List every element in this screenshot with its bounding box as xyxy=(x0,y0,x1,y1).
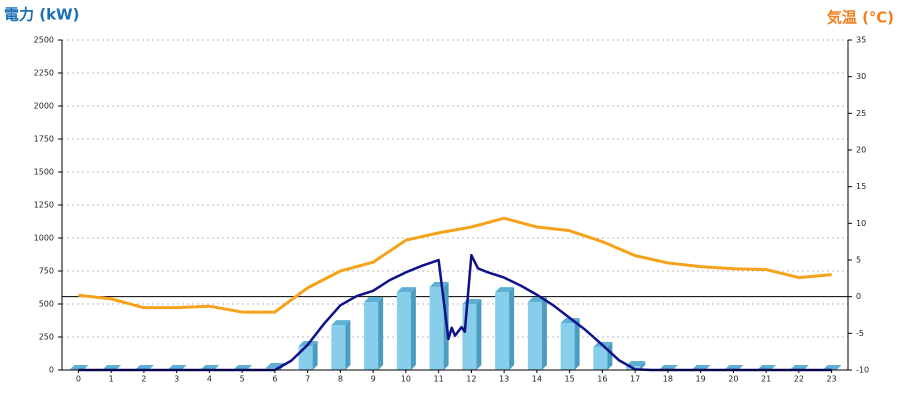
bar-face xyxy=(593,346,608,370)
y-tick-label: 250 xyxy=(39,333,54,342)
x-tick-label: 5 xyxy=(240,375,245,384)
y-tick-label: 1250 xyxy=(34,201,54,210)
bar-face xyxy=(527,302,542,370)
y-tick-label: 2250 xyxy=(34,69,54,78)
bar-face xyxy=(364,297,384,303)
bar-face xyxy=(298,345,313,370)
y2-axis-title: 気温 (℃) xyxy=(827,9,894,27)
y-tick-label: 2500 xyxy=(34,36,54,45)
x-tick-label: 14 xyxy=(532,375,542,384)
y-tick-label: 0 xyxy=(49,366,54,375)
bar xyxy=(396,287,416,370)
x-tick-label: 2 xyxy=(141,375,146,384)
x-tick-label: 11 xyxy=(434,375,444,384)
x-tick-label: 10 xyxy=(401,375,411,384)
bar-face xyxy=(476,299,482,370)
bar-face xyxy=(331,325,346,370)
bar xyxy=(364,297,384,370)
bar-face xyxy=(410,287,416,370)
bar-face xyxy=(541,297,547,370)
bar xyxy=(462,299,482,370)
bar-face xyxy=(462,304,477,370)
x-tick-label: 16 xyxy=(597,375,607,384)
x-tick-label: 17 xyxy=(630,375,640,384)
x-tick-label: 3 xyxy=(174,375,179,384)
y-tick-label: 1500 xyxy=(34,168,54,177)
bar-face xyxy=(574,318,580,370)
x-tick-label: 21 xyxy=(761,375,771,384)
y-tick-label: 750 xyxy=(39,267,54,276)
y-tick-label: 1000 xyxy=(34,234,54,243)
y2-tick-label: -5 xyxy=(856,329,864,338)
y2-tick-label: 10 xyxy=(856,219,866,228)
bar-face xyxy=(495,287,515,293)
x-tick-label: 7 xyxy=(305,375,310,384)
x-tick-label: 20 xyxy=(728,375,738,384)
bar-face xyxy=(345,320,351,370)
bar xyxy=(527,297,547,370)
y2-tick-label: -10 xyxy=(856,366,869,375)
y2-tick-label: 30 xyxy=(856,72,866,81)
bar-face xyxy=(378,297,384,370)
x-tick-label: 23 xyxy=(827,375,837,384)
bar-face xyxy=(312,340,318,370)
y-tick-label: 2000 xyxy=(34,102,54,111)
y2-tick-label: 5 xyxy=(856,256,861,265)
bar-face xyxy=(495,292,510,370)
x-tick-label: 0 xyxy=(76,375,81,384)
y2-tick-label: 15 xyxy=(856,182,866,191)
x-tick-label: 22 xyxy=(794,375,804,384)
y-tick-label: 500 xyxy=(39,300,54,309)
bar-face xyxy=(560,323,575,370)
x-tick-label: 18 xyxy=(663,375,673,384)
x-tick-label: 8 xyxy=(338,375,343,384)
x-tick-label: 4 xyxy=(207,375,212,384)
x-tick-label: 9 xyxy=(371,375,376,384)
bar-face xyxy=(509,287,515,370)
bar-face xyxy=(364,302,379,370)
bar-face xyxy=(640,361,646,370)
bar xyxy=(331,320,351,370)
x-tick-label: 19 xyxy=(696,375,706,384)
bar-face xyxy=(607,341,613,370)
bar-face xyxy=(626,361,646,367)
bar-face xyxy=(331,320,351,326)
y2-tick-label: 0 xyxy=(856,292,861,301)
bar xyxy=(298,340,318,370)
bar-face xyxy=(429,286,444,370)
bar-face xyxy=(429,281,449,287)
bar xyxy=(593,341,613,370)
bar-face xyxy=(396,287,416,293)
x-tick-label: 13 xyxy=(499,375,509,384)
line xyxy=(78,253,832,372)
y-axis-title: 電力 (kW) xyxy=(4,6,79,24)
line xyxy=(78,216,832,314)
y2-tick-label: 35 xyxy=(856,36,866,45)
x-tick-label: 1 xyxy=(109,375,114,384)
y-tick-label: 1750 xyxy=(34,135,54,144)
bar xyxy=(495,287,515,370)
x-tick-label: 6 xyxy=(272,375,277,384)
y2-tick-label: 20 xyxy=(856,146,866,155)
y2-tick-label: 25 xyxy=(856,109,866,118)
x-tick-label: 12 xyxy=(466,375,476,384)
bar xyxy=(560,318,580,370)
bar-face xyxy=(396,292,411,370)
x-tick-label: 15 xyxy=(565,375,575,384)
